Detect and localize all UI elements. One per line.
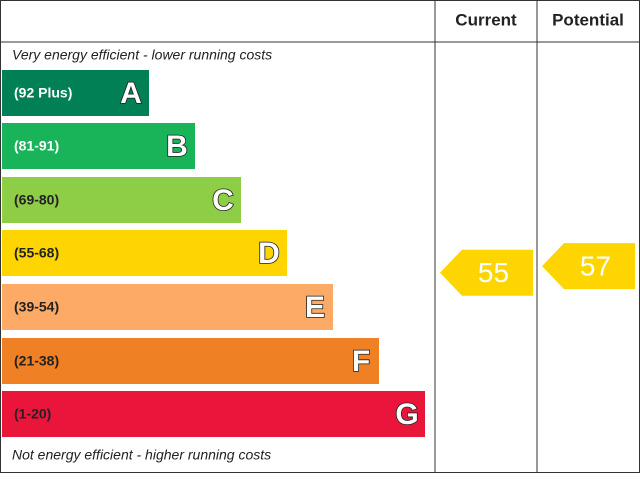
band-letter: E: [305, 291, 325, 324]
band-letter: D: [258, 237, 280, 270]
band-bar: [2, 230, 287, 276]
band-range: (69-80): [14, 192, 59, 208]
band-range: (21-38): [14, 353, 59, 369]
band-range: (92 Plus): [14, 85, 72, 101]
band-bar: [2, 123, 195, 169]
potential-arrow: [542, 243, 635, 290]
band-bar: [2, 338, 379, 384]
band-bar: [2, 177, 241, 223]
band-bar: [2, 284, 333, 330]
bottom-note: Not energy efficient - higher running co…: [12, 447, 271, 463]
band-range: (1-20): [14, 406, 51, 422]
band-letter: A: [120, 77, 142, 110]
band-range: (55-68): [14, 245, 59, 261]
current-arrow: [440, 249, 533, 296]
potential-header: Potential: [552, 10, 624, 29]
current-header: Current: [455, 10, 517, 29]
band-bar: [2, 391, 425, 437]
band-bar: [2, 70, 149, 116]
top-note: Very energy efficient - lower running co…: [12, 47, 272, 63]
band-letter: G: [395, 398, 418, 431]
band-letter: F: [352, 345, 370, 378]
potential-value: 57: [580, 251, 611, 282]
band-letter: C: [212, 184, 234, 217]
band-range: (39-54): [14, 299, 59, 315]
band-letter: B: [166, 130, 188, 163]
current-value: 55: [478, 257, 509, 288]
band-range: (81-91): [14, 138, 59, 154]
